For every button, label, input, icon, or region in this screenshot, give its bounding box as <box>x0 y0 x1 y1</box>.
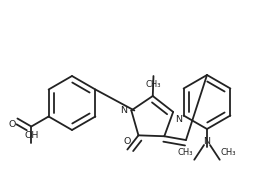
Text: O: O <box>8 120 16 129</box>
Text: CH₃: CH₃ <box>178 148 193 157</box>
Text: CH₃: CH₃ <box>146 80 161 89</box>
Text: OH: OH <box>24 130 39 139</box>
Text: N: N <box>203 137 210 146</box>
Text: N: N <box>175 115 182 124</box>
Text: O: O <box>124 137 131 146</box>
Text: CH₃: CH₃ <box>221 148 236 157</box>
Text: N: N <box>120 106 127 115</box>
